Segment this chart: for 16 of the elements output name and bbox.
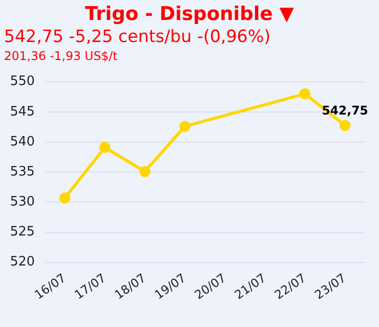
point (99, 142, 110, 153)
point (339, 120, 350, 131)
y-tick-label: 530 (10, 194, 35, 210)
point (59, 192, 70, 204)
text: 201,36 -1,93 US$/t (3, 48, 118, 64)
y-tick-label: 550 (10, 74, 35, 90)
point (299, 88, 310, 100)
y-tick-label: 540 (10, 134, 35, 150)
y-tick-label: 545 (10, 104, 35, 120)
y-tick-label: 535 (10, 164, 35, 180)
point (179, 120, 190, 132)
chart-title: Trigo - Disponible ▼ (84, 2, 296, 26)
y-tick-label: 520 (10, 254, 35, 270)
point (139, 166, 150, 177)
chart-subtitle: 542,75 -5,25 cents/bu -(0,96%) (3, 26, 272, 48)
y-tick-label: 525 (10, 224, 35, 240)
